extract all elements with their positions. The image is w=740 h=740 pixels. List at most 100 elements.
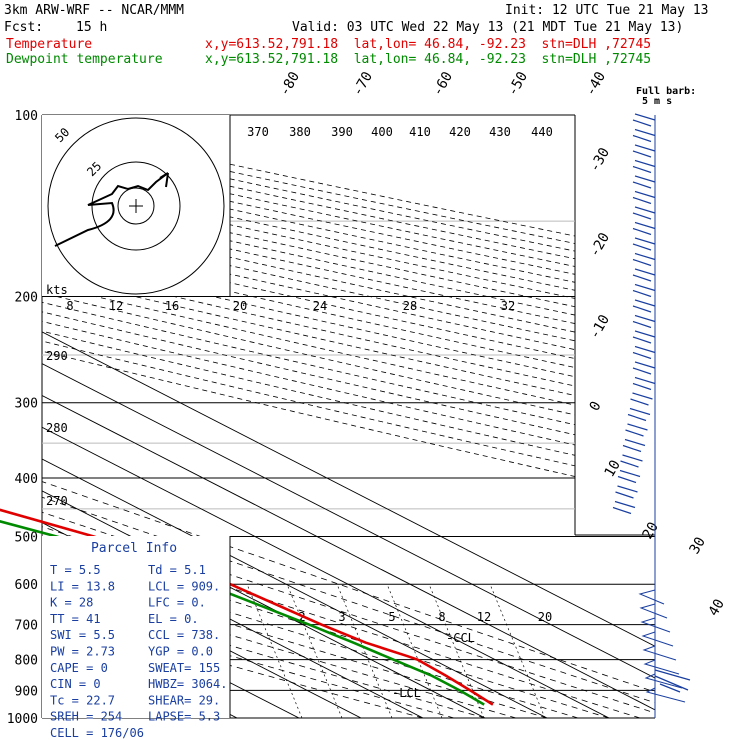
wind-barb (632, 221, 656, 236)
mixing-ratio-line (386, 584, 443, 718)
mixing-ratio-line (246, 584, 303, 718)
parcel-row-left: CIN = 0 (50, 677, 101, 691)
hodograph-arrow (159, 172, 169, 188)
mixing-ratio-line (428, 584, 485, 718)
mixing-ratio-label: 8 (438, 610, 445, 624)
wind-barb (632, 113, 656, 127)
mixing-ratio-label: 8 (66, 299, 73, 313)
theta-label: 270 (46, 494, 68, 508)
parcel-row-right: LFC = 0. (148, 596, 206, 610)
hodograph-ring (117, 187, 155, 225)
parcel-row-left: SWI = 5.5 (50, 628, 115, 642)
forecast-hour: 15 h (76, 20, 108, 35)
theta-label: 390 (331, 125, 353, 139)
pressure-label: 200 (15, 291, 38, 306)
mixing-ratio-line (336, 584, 393, 718)
dry-adiabat (42, 115, 655, 718)
wind-barb (638, 589, 665, 605)
wind-legend: Full barb: (636, 86, 696, 97)
dewpoint-legend-label: Dewpoint temperature (6, 52, 163, 67)
mixing-ratio-label: 16 (165, 299, 179, 313)
hodograph-units: kts (46, 283, 68, 297)
parcel-row-right: LCL = 909. (148, 579, 220, 593)
theta-label: 280 (46, 421, 68, 435)
mixing-ratio-label: 12 (477, 610, 491, 624)
pressure-label: 500 (15, 530, 38, 545)
mixing-ratio-label: 20 (233, 299, 247, 313)
parcel-row-right: SWEAT= 155 (148, 661, 220, 675)
wind-barb (632, 175, 656, 189)
wind-barb (632, 299, 656, 313)
mixing-ratio-label: 32 (501, 299, 515, 313)
pressure-label: 1000 (7, 712, 38, 727)
pressure-label: 600 (15, 578, 38, 593)
annotations: -CCL -LCL (392, 631, 475, 700)
wind-barb (641, 631, 674, 647)
theta-labels: 370 380 390 400 410 420 430 440 290 280 270 (46, 125, 553, 508)
theta-label: 290 (46, 349, 68, 363)
wind-barb (632, 159, 656, 174)
wind-barb (632, 330, 656, 344)
wind-barb (627, 407, 651, 422)
dry-adiabat (42, 115, 655, 718)
wind-barb (632, 361, 656, 375)
wind-barb (615, 485, 638, 499)
wind-barb (654, 669, 691, 693)
ccl-marker: -CCL (446, 631, 475, 645)
parcel-row-left: Tc = 22.7 (50, 693, 115, 707)
sounding-profiles (0, 508, 494, 706)
isotherm-label: 10 (602, 457, 624, 480)
parcel-row-left: CELL = 176/06 (50, 726, 144, 740)
mixing-ratio-label: 3 (338, 610, 345, 624)
pressure-label: 300 (15, 397, 38, 412)
hodograph-ring (91, 161, 181, 251)
parcel-row-left: TT = 41 (50, 612, 101, 626)
wind-barb (632, 345, 656, 360)
mixing-ratio-labels: 8 12 16 20 24 28 322 3 5 8 12 20 (66, 299, 552, 624)
wind-barb (632, 190, 656, 205)
isotherm (42, 115, 511, 718)
parcel-row-left: LI = 13.8 (50, 579, 115, 593)
mixing-ratio-label: 28 (403, 299, 417, 313)
wind-barb (625, 423, 648, 437)
isotherm-label: 30 (687, 534, 709, 557)
wind-barb (639, 603, 668, 619)
parcel-row-right: LAPSE= 5.3 (148, 710, 220, 724)
isotherm (42, 115, 655, 718)
pressure-label: 800 (15, 654, 38, 669)
pressure-axis-labels: 100 200 300 400 500 600 700 800 900 1000 (7, 109, 38, 727)
pressure-label: 400 (15, 472, 38, 487)
isotherm (42, 115, 449, 718)
isotherm-label: -60 (430, 69, 457, 99)
theta-label: 440 (531, 125, 553, 139)
wind-barb (645, 687, 686, 703)
dewpoint-line (0, 520, 485, 706)
parcel-row-right: YGP = 0.0 (148, 645, 213, 659)
isotherm-label: -30 (587, 145, 614, 175)
wind-barb (632, 252, 656, 267)
wind-barb (642, 645, 677, 661)
parcel-row-left: SREH = 254 (50, 710, 122, 724)
pressure-label: 700 (15, 619, 38, 634)
theta-label: 430 (489, 125, 511, 139)
parcel-row-right: Td = 5.1 (148, 563, 206, 577)
wind-barb (620, 454, 643, 468)
mixing-ratio-line (286, 584, 343, 718)
wind-barb (632, 144, 656, 158)
isotherm (42, 115, 573, 718)
isotherm-label: 40 (706, 596, 728, 619)
temperature-line (0, 508, 494, 706)
pressure-label: 100 (15, 109, 38, 124)
dry-adiabat (42, 115, 655, 718)
isotherm (42, 115, 655, 718)
parcel-title: Parcel Info (91, 541, 177, 556)
wind-barb (632, 128, 656, 143)
lcl-marker: -LCL (392, 686, 421, 700)
model-title: 3km ARW-WRF -- NCAR/MMM (4, 3, 185, 18)
moist-adiabat (42, 296, 424, 718)
wind-barb (617, 469, 641, 484)
moist-adiabat (42, 296, 655, 718)
mixing-ratio-label: 5 (388, 610, 395, 624)
parcel-row-left: T = 5.5 (50, 563, 101, 577)
